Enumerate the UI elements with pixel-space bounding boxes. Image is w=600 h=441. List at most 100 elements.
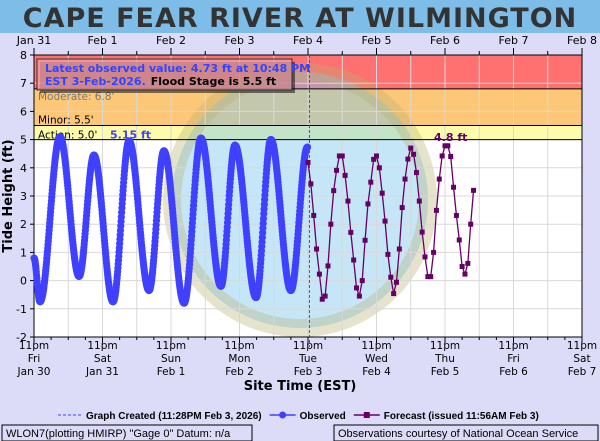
bottom-tick-label: Feb 5: [431, 366, 460, 378]
forecast-point: [439, 153, 445, 159]
observed-series: [30, 133, 312, 307]
legend-forecast-marker: [363, 412, 370, 418]
forecast-point: [405, 156, 411, 162]
threshold-label: Moderate: 6.8': [38, 91, 114, 103]
forecast-point: [305, 159, 311, 165]
forecast-point: [465, 260, 471, 266]
footer-right: Observations courtesy of National Ocean …: [338, 428, 578, 440]
bottom-tick-label: Feb 2: [225, 366, 254, 378]
forecast-point: [371, 156, 377, 162]
bottom-tick-label: 11pm: [156, 340, 186, 352]
forecast-point: [385, 251, 391, 257]
y-tick-label: 5: [20, 134, 27, 147]
forecast-point: [365, 201, 371, 207]
title-bar: [0, 0, 600, 33]
forecast-point: [413, 170, 419, 176]
y-tick-label: 2: [20, 218, 27, 231]
forecast-point: [331, 188, 337, 194]
forecast-point: [422, 254, 428, 260]
chart-title: CAPE FEAR RIVER AT WILMINGTON: [23, 3, 578, 34]
bottom-tick-label: 11pm: [498, 340, 528, 352]
bottom-tick-label: 11pm: [87, 340, 117, 352]
legend-forecast: Forecast (issued 11:56AM Feb 3): [384, 411, 539, 422]
forecast-point: [359, 278, 365, 284]
footer-left: WLON7(plotting HMIRP) "Gage 0" Datum: n/…: [6, 428, 231, 440]
footer-right-box: [333, 424, 599, 441]
forecast-point: [316, 271, 322, 277]
forecast-point: [351, 257, 357, 263]
bottom-tick-label: Wed: [365, 353, 388, 365]
forecast-point: [379, 190, 385, 196]
bottom-tick-label: Fri: [507, 353, 520, 365]
forecast-point: [442, 143, 448, 149]
forecast-point: [322, 293, 328, 299]
legend: Graph Created (11:28PM Feb 3, 2026) Obse…: [58, 411, 539, 422]
forecast-point: [448, 154, 454, 160]
bottom-tick-label: Jan 30: [17, 366, 51, 378]
legend-created: Graph Created (11:28PM Feb 3, 2026): [86, 411, 262, 422]
bottom-tick-label: Feb 3: [294, 366, 323, 378]
forecast-point: [411, 151, 417, 157]
info-box-frame: [36, 58, 293, 91]
bottom-tick-label: 11pm: [293, 340, 323, 352]
forecast-point: [311, 212, 317, 218]
top-tick-label: Jan 31: [16, 34, 51, 47]
forecast-point: [396, 246, 402, 252]
latest-observed-date: EST 3-Feb-2026.: [45, 75, 146, 88]
forecast-point: [328, 221, 334, 227]
bottom-tick-label: Jan 31: [85, 366, 119, 378]
y-tick-label: 1: [20, 246, 27, 259]
forecast-point: [391, 291, 397, 297]
forecast-point: [334, 167, 340, 173]
forecast-point: [428, 274, 434, 280]
footer-left-box: [1, 424, 253, 441]
bottom-tick-label: 11pm: [361, 340, 391, 352]
legend-observed-marker: [279, 411, 287, 419]
y-tick-label: 3: [20, 190, 27, 203]
plot-area: Moderate: 6.8' Minor: 5.5' Action: 5.0' -2 -…: [16, 34, 597, 378]
forecast-point: [382, 218, 388, 224]
forecast-point: [433, 207, 439, 213]
y-tick-label: -1: [16, 303, 27, 316]
x-axis-label: Site Time (EST): [244, 379, 357, 394]
forecast-point: [468, 221, 474, 227]
flood-stage-text: Flood Stage is 5.5 ft: [151, 75, 276, 88]
info-box: Latest observed value: 4.73 ft at 10:48 …: [36, 58, 310, 93]
y-tick-label: 4: [20, 162, 27, 175]
forecast-point: [431, 249, 437, 255]
y-tick-label: 6: [20, 105, 27, 118]
forecast-point: [356, 293, 362, 299]
forecast-point: [308, 181, 314, 187]
forecast-point: [368, 179, 374, 185]
forecast-point: [362, 237, 368, 243]
forecast-point: [393, 279, 399, 285]
forecast-point: [416, 198, 422, 204]
bottom-tick-label: Sun: [161, 353, 181, 365]
forecast-point: [354, 285, 360, 291]
forecast-point: [374, 153, 379, 159]
top-tick-label: Feb 6: [430, 34, 460, 47]
threshold-label: Minor: 5.5': [38, 115, 94, 127]
bottom-tick-label: Feb 4: [362, 366, 391, 378]
forecast-point: [445, 143, 451, 149]
forecast-point: [376, 165, 382, 171]
latest-observed-text: Latest observed value: 4.73 ft at 10:48 …: [45, 62, 310, 75]
bottom-tick-label: 11pm: [567, 340, 597, 352]
forecast-point: [462, 271, 468, 277]
y-axis-label: Tide Height (ft): [1, 139, 16, 252]
top-tick-label: Feb 8: [567, 34, 597, 47]
bottom-tick-label: Thu: [434, 353, 455, 365]
forecast-point: [325, 263, 331, 269]
forecast-point: [399, 205, 405, 211]
bottom-tick-label: Feb 1: [157, 366, 186, 378]
forecast-point: [348, 229, 354, 235]
bottom-tick-label: Fri: [28, 353, 41, 365]
top-tick-label: Feb 3: [225, 34, 255, 47]
forecast-point: [436, 176, 442, 182]
threshold-label: Action: 5.0': [38, 130, 97, 142]
forecast-point: [402, 176, 408, 182]
forecast-point: [388, 274, 394, 280]
top-tick-label: Feb 4: [293, 34, 323, 47]
forecast-series: [305, 143, 477, 302]
